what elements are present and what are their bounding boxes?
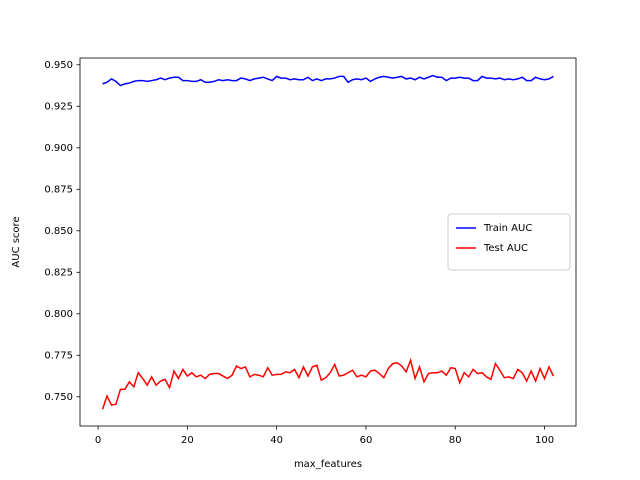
x-tick-label: 0	[95, 435, 101, 446]
x-tick-label: 20	[181, 435, 194, 446]
y-tick-label: 0.850	[44, 226, 73, 237]
y-axis-label: AUC score	[11, 216, 22, 267]
legend-box	[447, 213, 571, 271]
x-tick-label: 100	[535, 435, 554, 446]
y-tick-label: 0.825	[44, 267, 73, 278]
x-tick-label: 40	[270, 435, 283, 446]
y-tick-label: 0.800	[44, 309, 73, 320]
line-series	[101, 357, 555, 410]
line-series	[102, 74, 554, 87]
x-tick-label: 60	[360, 435, 373, 446]
y-tick-label: 0.750	[44, 392, 73, 403]
y-tick-label: 0.775	[44, 350, 73, 361]
y-tick-label: 0.900	[44, 143, 73, 154]
legend-label: Train AUC	[483, 223, 532, 234]
y-tick-label: 0.875	[44, 184, 73, 195]
plot-frame	[79, 57, 577, 427]
x-tick-label: 80	[449, 435, 462, 446]
x-axis-label: max_features	[294, 459, 362, 470]
y-tick-label: 0.925	[44, 101, 73, 112]
y-tick-label: 0.950	[44, 60, 73, 71]
legend-label: Test AUC	[483, 243, 528, 254]
